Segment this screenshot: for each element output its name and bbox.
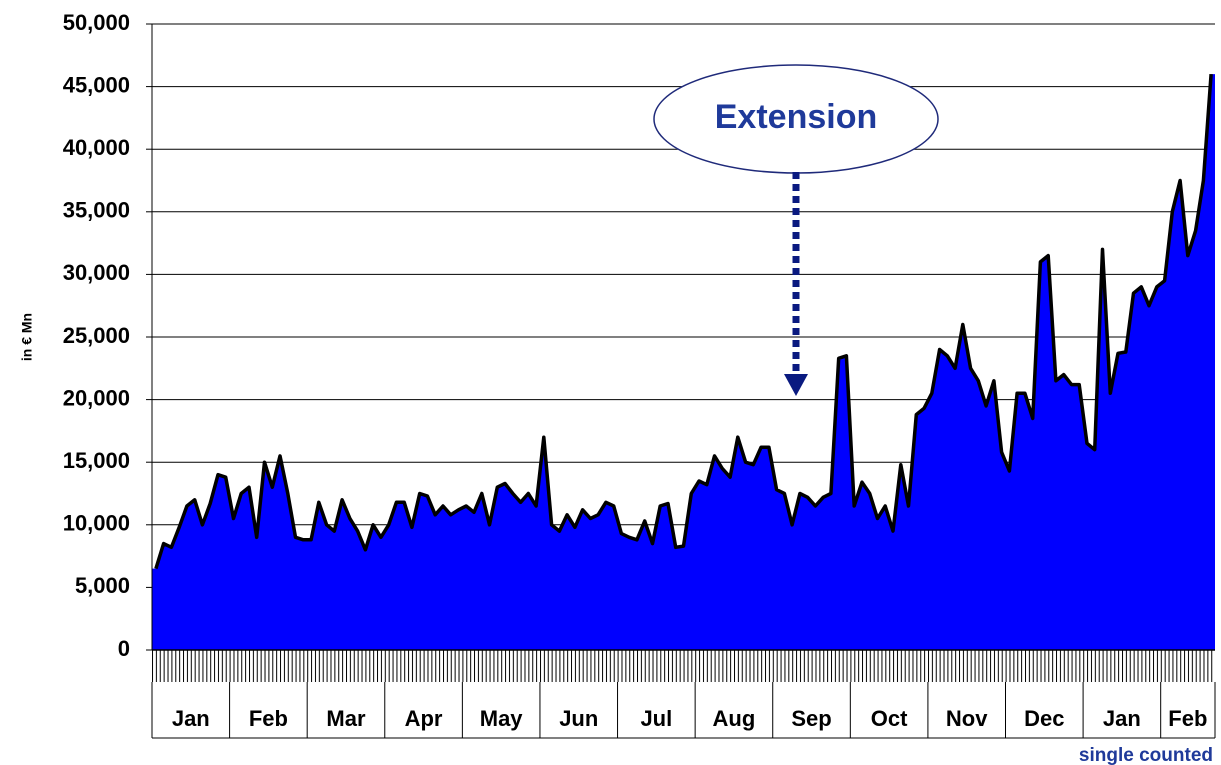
y-tick-label: 20,000 — [63, 385, 130, 410]
day-ticks — [152, 650, 1215, 682]
x-tick-label: Apr — [405, 706, 443, 731]
x-tick-label: Sep — [791, 706, 831, 731]
y-tick-label: 40,000 — [63, 135, 130, 160]
area-line — [154, 73, 1213, 570]
footnote: single counted — [1079, 745, 1213, 765]
x-tick-label: Dec — [1024, 706, 1064, 731]
y-tick-label: 0 — [118, 636, 130, 661]
x-tick-label: Aug — [713, 706, 756, 731]
y-tick-label: 30,000 — [63, 260, 130, 285]
x-tick-label: Nov — [946, 706, 988, 731]
x-tick-label: Jun — [559, 706, 598, 731]
x-tick-label: Mar — [326, 706, 366, 731]
annotation-arrowhead — [784, 374, 808, 396]
x-tick-label: Feb — [1168, 706, 1207, 731]
annotation: Extension — [653, 64, 939, 396]
annotation-text: Extension — [715, 98, 877, 136]
x-tick-label: Feb — [249, 706, 288, 731]
y-tick-label: 50,000 — [63, 10, 130, 35]
x-tick-label: Jul — [640, 706, 672, 731]
y-tick-label: 5,000 — [75, 573, 130, 598]
x-tick-label: Jan — [1103, 706, 1141, 731]
y-tick-label: 15,000 — [63, 448, 130, 473]
y-axis-label: in € Mn — [19, 313, 35, 361]
y-tick-label: 25,000 — [63, 323, 130, 348]
y-tick-label: 10,000 — [63, 511, 130, 536]
x-tick-label: Oct — [871, 706, 908, 731]
y-tick-label: 45,000 — [63, 72, 130, 97]
x-tick-label: May — [480, 706, 524, 731]
x-tick-label: Jan — [172, 706, 210, 731]
y-tick-label: 35,000 — [63, 198, 130, 223]
